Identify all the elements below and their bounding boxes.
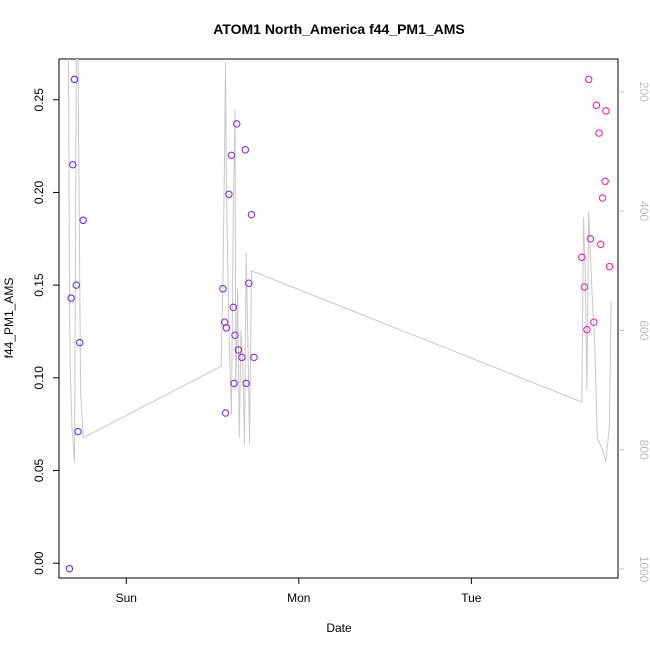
data-point bbox=[234, 346, 243, 354]
x-tick-label: Tue bbox=[461, 591, 482, 605]
y-tick-label: 0.05 bbox=[32, 458, 46, 482]
data-point bbox=[586, 235, 595, 243]
y-tick-label: 0.00 bbox=[32, 551, 46, 575]
data-point bbox=[221, 409, 230, 417]
data-point bbox=[70, 75, 79, 84]
y-tick-label: 0.25 bbox=[32, 88, 46, 112]
y-axis-label: f44_PM1_AMS bbox=[2, 278, 16, 359]
data-point bbox=[219, 285, 227, 293]
data-point bbox=[79, 216, 87, 225]
chart-title: ATOM1 North_America f44_PM1_AMS bbox=[213, 21, 465, 37]
y-tick-label: 0.20 bbox=[32, 180, 46, 204]
y2-tick-label: 400 bbox=[637, 201, 650, 221]
y2-tick-label: 600 bbox=[637, 320, 650, 340]
data-point bbox=[595, 129, 603, 137]
data-point bbox=[225, 190, 233, 199]
data-point bbox=[596, 240, 605, 249]
data-point bbox=[69, 160, 77, 169]
x-axis-label: Date bbox=[326, 621, 352, 635]
x-tick-label: Mon bbox=[287, 591, 310, 605]
data-point bbox=[247, 210, 256, 219]
data-point bbox=[227, 151, 236, 160]
data-point bbox=[72, 281, 81, 289]
y2-axis: 200 400 600 800 1000 bbox=[618, 82, 650, 583]
data-point bbox=[65, 564, 74, 573]
data-point bbox=[583, 325, 591, 334]
data-point bbox=[74, 427, 82, 436]
data-point bbox=[232, 120, 241, 128]
data-point bbox=[238, 353, 246, 362]
y-tick-label: 0.15 bbox=[32, 273, 46, 297]
data-point bbox=[241, 146, 250, 154]
data-point bbox=[592, 101, 601, 110]
points-layer bbox=[65, 75, 614, 573]
data-point bbox=[230, 379, 238, 388]
data-point bbox=[584, 75, 593, 84]
data-point bbox=[67, 294, 75, 302]
data-point bbox=[601, 177, 609, 186]
y-tick-label: 0.10 bbox=[32, 366, 46, 390]
data-point bbox=[580, 283, 589, 291]
y2-tick-label: 800 bbox=[637, 440, 650, 460]
x-axis: Sun Mon Tue bbox=[116, 578, 482, 605]
line-series-path bbox=[68, 59, 612, 462]
data-point bbox=[578, 253, 586, 262]
data-point bbox=[250, 353, 258, 362]
data-point bbox=[605, 262, 614, 271]
line-layer bbox=[68, 59, 612, 462]
y-axis: 0.00 0.05 0.10 0.15 0.20 0.25 bbox=[32, 88, 59, 575]
data-point bbox=[75, 338, 84, 347]
plot-frame bbox=[58, 58, 619, 579]
y2-tick-label: 200 bbox=[637, 82, 650, 102]
y2-tick-label: 1000 bbox=[637, 556, 650, 583]
data-point bbox=[602, 107, 610, 115]
data-point bbox=[231, 331, 239, 339]
data-point bbox=[245, 279, 253, 288]
data-point bbox=[229, 303, 238, 312]
data-point bbox=[598, 194, 607, 202]
data-point bbox=[242, 379, 250, 388]
data-point bbox=[222, 324, 231, 332]
x-tick-label: Sun bbox=[116, 591, 137, 605]
data-point bbox=[590, 318, 598, 326]
